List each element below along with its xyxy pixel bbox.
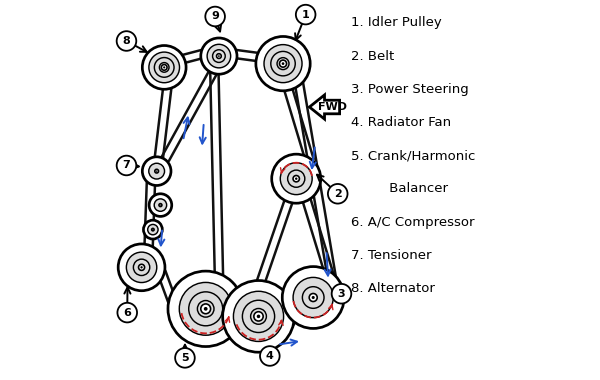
Text: 3: 3 — [338, 289, 346, 299]
Circle shape — [309, 293, 317, 301]
Circle shape — [189, 292, 223, 326]
Circle shape — [140, 266, 143, 269]
Text: 6. A/C Compressor: 6. A/C Compressor — [351, 216, 475, 229]
Circle shape — [152, 228, 154, 231]
Text: 8. Alternator: 8. Alternator — [351, 282, 435, 295]
Circle shape — [217, 54, 221, 59]
Text: 5: 5 — [181, 353, 189, 363]
Circle shape — [118, 244, 165, 291]
Text: 2: 2 — [334, 189, 341, 199]
Circle shape — [149, 163, 164, 179]
Circle shape — [127, 252, 157, 283]
Circle shape — [160, 204, 161, 206]
Circle shape — [293, 176, 299, 182]
Circle shape — [282, 267, 344, 328]
Circle shape — [280, 60, 287, 67]
Circle shape — [116, 156, 136, 175]
Circle shape — [264, 44, 302, 82]
Circle shape — [197, 301, 214, 317]
Circle shape — [295, 177, 298, 180]
Circle shape — [201, 304, 211, 314]
Text: 4. Radiator Fan: 4. Radiator Fan — [351, 116, 451, 129]
Circle shape — [328, 184, 347, 204]
Circle shape — [296, 5, 316, 24]
Circle shape — [260, 346, 280, 366]
Circle shape — [168, 271, 244, 347]
Text: 9: 9 — [211, 11, 219, 22]
Circle shape — [204, 307, 208, 311]
Text: 6: 6 — [123, 307, 131, 318]
Circle shape — [142, 46, 186, 89]
Circle shape — [233, 291, 284, 342]
Polygon shape — [310, 95, 340, 119]
Circle shape — [207, 44, 230, 68]
Circle shape — [311, 296, 315, 299]
Circle shape — [149, 194, 172, 216]
Circle shape — [159, 204, 162, 207]
Circle shape — [152, 229, 154, 230]
Circle shape — [281, 62, 284, 65]
Text: Balancer: Balancer — [351, 182, 448, 195]
Circle shape — [302, 287, 324, 308]
Circle shape — [175, 348, 195, 368]
Circle shape — [212, 50, 225, 62]
Circle shape — [287, 170, 305, 187]
Circle shape — [277, 58, 289, 70]
Circle shape — [179, 282, 232, 335]
Circle shape — [118, 303, 137, 322]
Circle shape — [257, 315, 260, 318]
Text: 4: 4 — [266, 351, 274, 361]
Circle shape — [251, 309, 266, 324]
Circle shape — [332, 284, 352, 304]
Circle shape — [161, 65, 167, 70]
Circle shape — [280, 163, 312, 195]
Circle shape — [155, 169, 158, 173]
Text: 7. Tensioner: 7. Tensioner — [351, 249, 431, 262]
Circle shape — [223, 280, 295, 352]
Text: 1. Idler Pulley: 1. Idler Pulley — [351, 16, 442, 30]
Circle shape — [163, 66, 165, 68]
Circle shape — [156, 170, 157, 172]
Circle shape — [293, 277, 334, 318]
Circle shape — [218, 55, 220, 57]
Text: 7: 7 — [122, 160, 130, 171]
Circle shape — [205, 7, 225, 26]
Circle shape — [154, 199, 167, 211]
Text: 5. Crank/Harmonic: 5. Crank/Harmonic — [351, 149, 475, 162]
Circle shape — [142, 157, 171, 185]
Text: 2. Belt: 2. Belt — [351, 50, 394, 63]
Circle shape — [254, 312, 263, 321]
Text: 3. Power Steering: 3. Power Steering — [351, 83, 469, 96]
Circle shape — [149, 52, 179, 83]
Circle shape — [116, 31, 136, 51]
Circle shape — [133, 259, 150, 276]
Circle shape — [256, 36, 310, 91]
Text: 1: 1 — [302, 10, 310, 20]
Circle shape — [139, 264, 145, 271]
Circle shape — [154, 57, 174, 77]
Circle shape — [242, 300, 275, 332]
Circle shape — [143, 220, 163, 239]
Circle shape — [271, 51, 295, 76]
Circle shape — [148, 225, 158, 235]
Circle shape — [272, 154, 321, 203]
Text: FWD: FWD — [317, 102, 347, 112]
Circle shape — [201, 38, 237, 74]
Text: 8: 8 — [122, 36, 130, 46]
Circle shape — [160, 63, 169, 72]
